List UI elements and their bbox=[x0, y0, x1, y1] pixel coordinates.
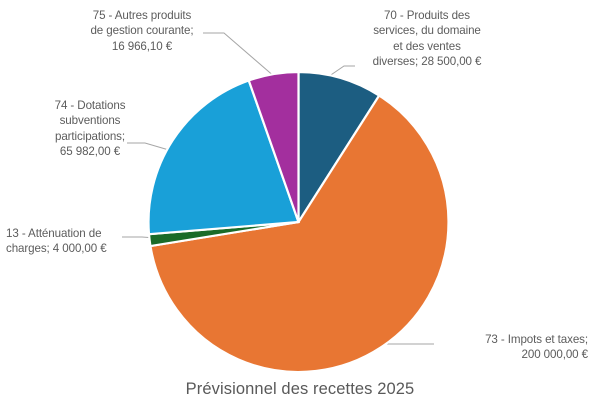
leader-lines bbox=[122, 32, 434, 345]
pie-slices bbox=[147, 70, 450, 374]
pie-slice-70[interactable] bbox=[297, 70, 381, 226]
pie-slice-74[interactable] bbox=[147, 79, 301, 236]
chart-title: Prévisionnel des recettes 2025 bbox=[185, 380, 415, 398]
leader-line-75 bbox=[203, 32, 284, 85]
pie-label-70: 70 - Produits des services, du domaine e… bbox=[372, 9, 482, 69]
pie-label-74: 74 - Dotations subventions participation… bbox=[54, 99, 126, 159]
pie-slice-75[interactable] bbox=[247, 70, 300, 223]
pie-slice-73[interactable] bbox=[149, 94, 450, 374]
pie-label-75: 75 - Autres produits de gestion courante… bbox=[90, 9, 194, 53]
pie-label-73: 73 - Impots et taxes; 200 000,00 € bbox=[485, 333, 588, 362]
pie-label-13: 13 - Atténuation de charges; 4 000,00 € bbox=[6, 227, 107, 256]
